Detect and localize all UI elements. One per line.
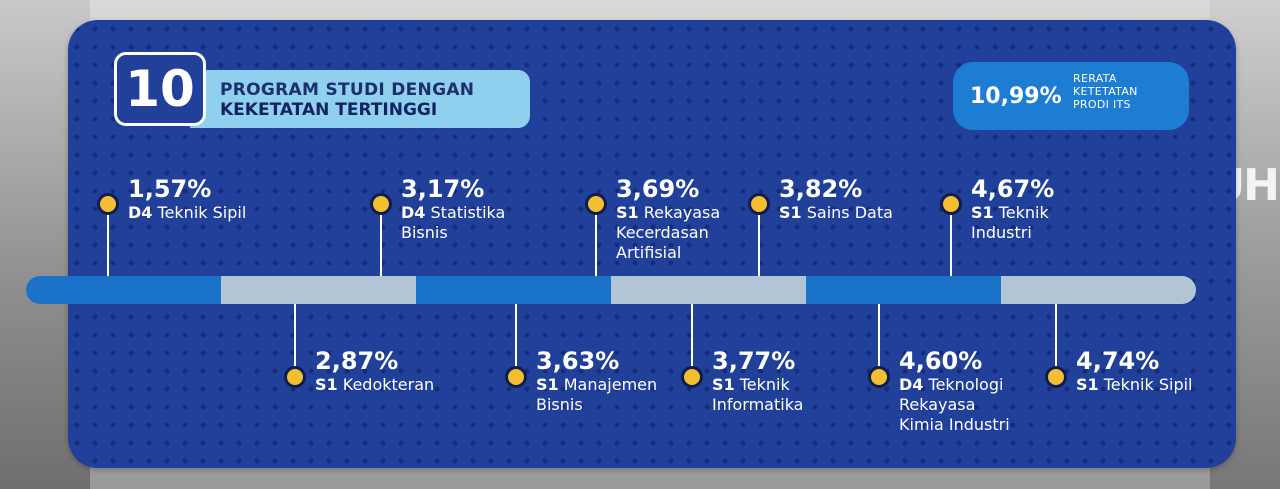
marker-dot-icon — [940, 193, 962, 215]
program-level: S1 — [616, 203, 639, 222]
title-line-1: PROGRAM STUDI DENGAN — [220, 80, 475, 100]
timeline-segment — [1001, 276, 1196, 304]
timeline-stem — [380, 204, 382, 276]
title-number-badge: 10 — [114, 52, 206, 126]
timeline-stem — [595, 204, 597, 276]
program-name: S1 Rekayasa Kecerdasan Artifisial — [616, 203, 721, 262]
average-label-line: PRODI ITS — [1073, 98, 1131, 111]
marker-dot-icon — [681, 366, 703, 388]
average-badge: 10,99% RERATA KETETATAN PRODI ITS — [953, 62, 1189, 130]
timeline-stem — [691, 304, 693, 377]
program-name: S1 Teknik Informatika — [712, 375, 804, 414]
program-percentage: 3,77% — [712, 347, 796, 375]
program-level: D4 — [401, 203, 426, 222]
program-level: D4 — [128, 203, 153, 222]
timeline-stem — [758, 204, 760, 276]
program-name: D4 Teknologi Rekayasa Kimia Industri — [899, 375, 1010, 434]
program-percentage: 3,17% — [401, 175, 485, 203]
average-label-line: KETETATAN — [1073, 85, 1138, 98]
marker-dot-icon — [868, 366, 890, 388]
timeline-stem — [878, 304, 880, 377]
program-percentage: 3,63% — [536, 347, 620, 375]
marker-dot-icon — [370, 193, 392, 215]
marker-dot-icon — [748, 193, 770, 215]
timeline-segment — [611, 276, 806, 304]
program-name: S1 Teknik Sipil — [1076, 375, 1193, 394]
program-name: D4 Teknik Sipil — [128, 203, 247, 222]
program-percentage: 4,60% — [899, 347, 983, 375]
program-level: D4 — [899, 375, 924, 394]
timeline-segment — [416, 276, 611, 304]
title-number: 10 — [125, 60, 195, 118]
timeline-stem — [1055, 304, 1057, 377]
marker-dot-icon — [505, 366, 527, 388]
program-percentage: 2,87% — [315, 347, 399, 375]
program-percentage: 1,57% — [128, 175, 212, 203]
program-name: S1 Sains Data — [779, 203, 893, 222]
program-percentage: 4,74% — [1076, 347, 1160, 375]
program-level: S1 — [1076, 375, 1099, 394]
timeline-stem — [294, 304, 296, 377]
marker-dot-icon — [1045, 366, 1067, 388]
marker-dot-icon — [585, 193, 607, 215]
average-label-line: RERATA — [1073, 72, 1117, 85]
timeline-segment — [26, 276, 221, 304]
program-name: S1 Teknik Industri — [971, 203, 1049, 242]
program-percentage: 4,67% — [971, 175, 1055, 203]
average-label: RERATA KETETATAN PRODI ITS — [1073, 72, 1138, 111]
program-percentage: 3,82% — [779, 175, 863, 203]
title-line-2: KEKETATAN TERTINGGI — [220, 100, 438, 120]
program-percentage: 3,69% — [616, 175, 700, 203]
timeline-bar — [26, 276, 1196, 304]
marker-dot-icon — [284, 366, 306, 388]
timeline-stem — [107, 204, 109, 276]
marker-dot-icon — [97, 193, 119, 215]
program-level: S1 — [315, 375, 338, 394]
average-value: 10,99% — [970, 84, 1062, 109]
program-name: S1 Manajemen Bisnis — [536, 375, 658, 414]
title-banner: PROGRAM STUDI DENGAN KEKETATAN TERTINGGI — [190, 70, 530, 128]
program-level: S1 — [536, 375, 559, 394]
program-level: S1 — [779, 203, 802, 222]
program-level: S1 — [712, 375, 735, 394]
timeline-stem — [950, 204, 952, 276]
timeline-segment — [221, 276, 416, 304]
timeline-segment — [806, 276, 1001, 304]
program-level: S1 — [971, 203, 994, 222]
timeline-stem — [515, 304, 517, 377]
program-name: S1 Kedokteran — [315, 375, 435, 394]
program-name: D4 Statistika Bisnis — [401, 203, 506, 242]
